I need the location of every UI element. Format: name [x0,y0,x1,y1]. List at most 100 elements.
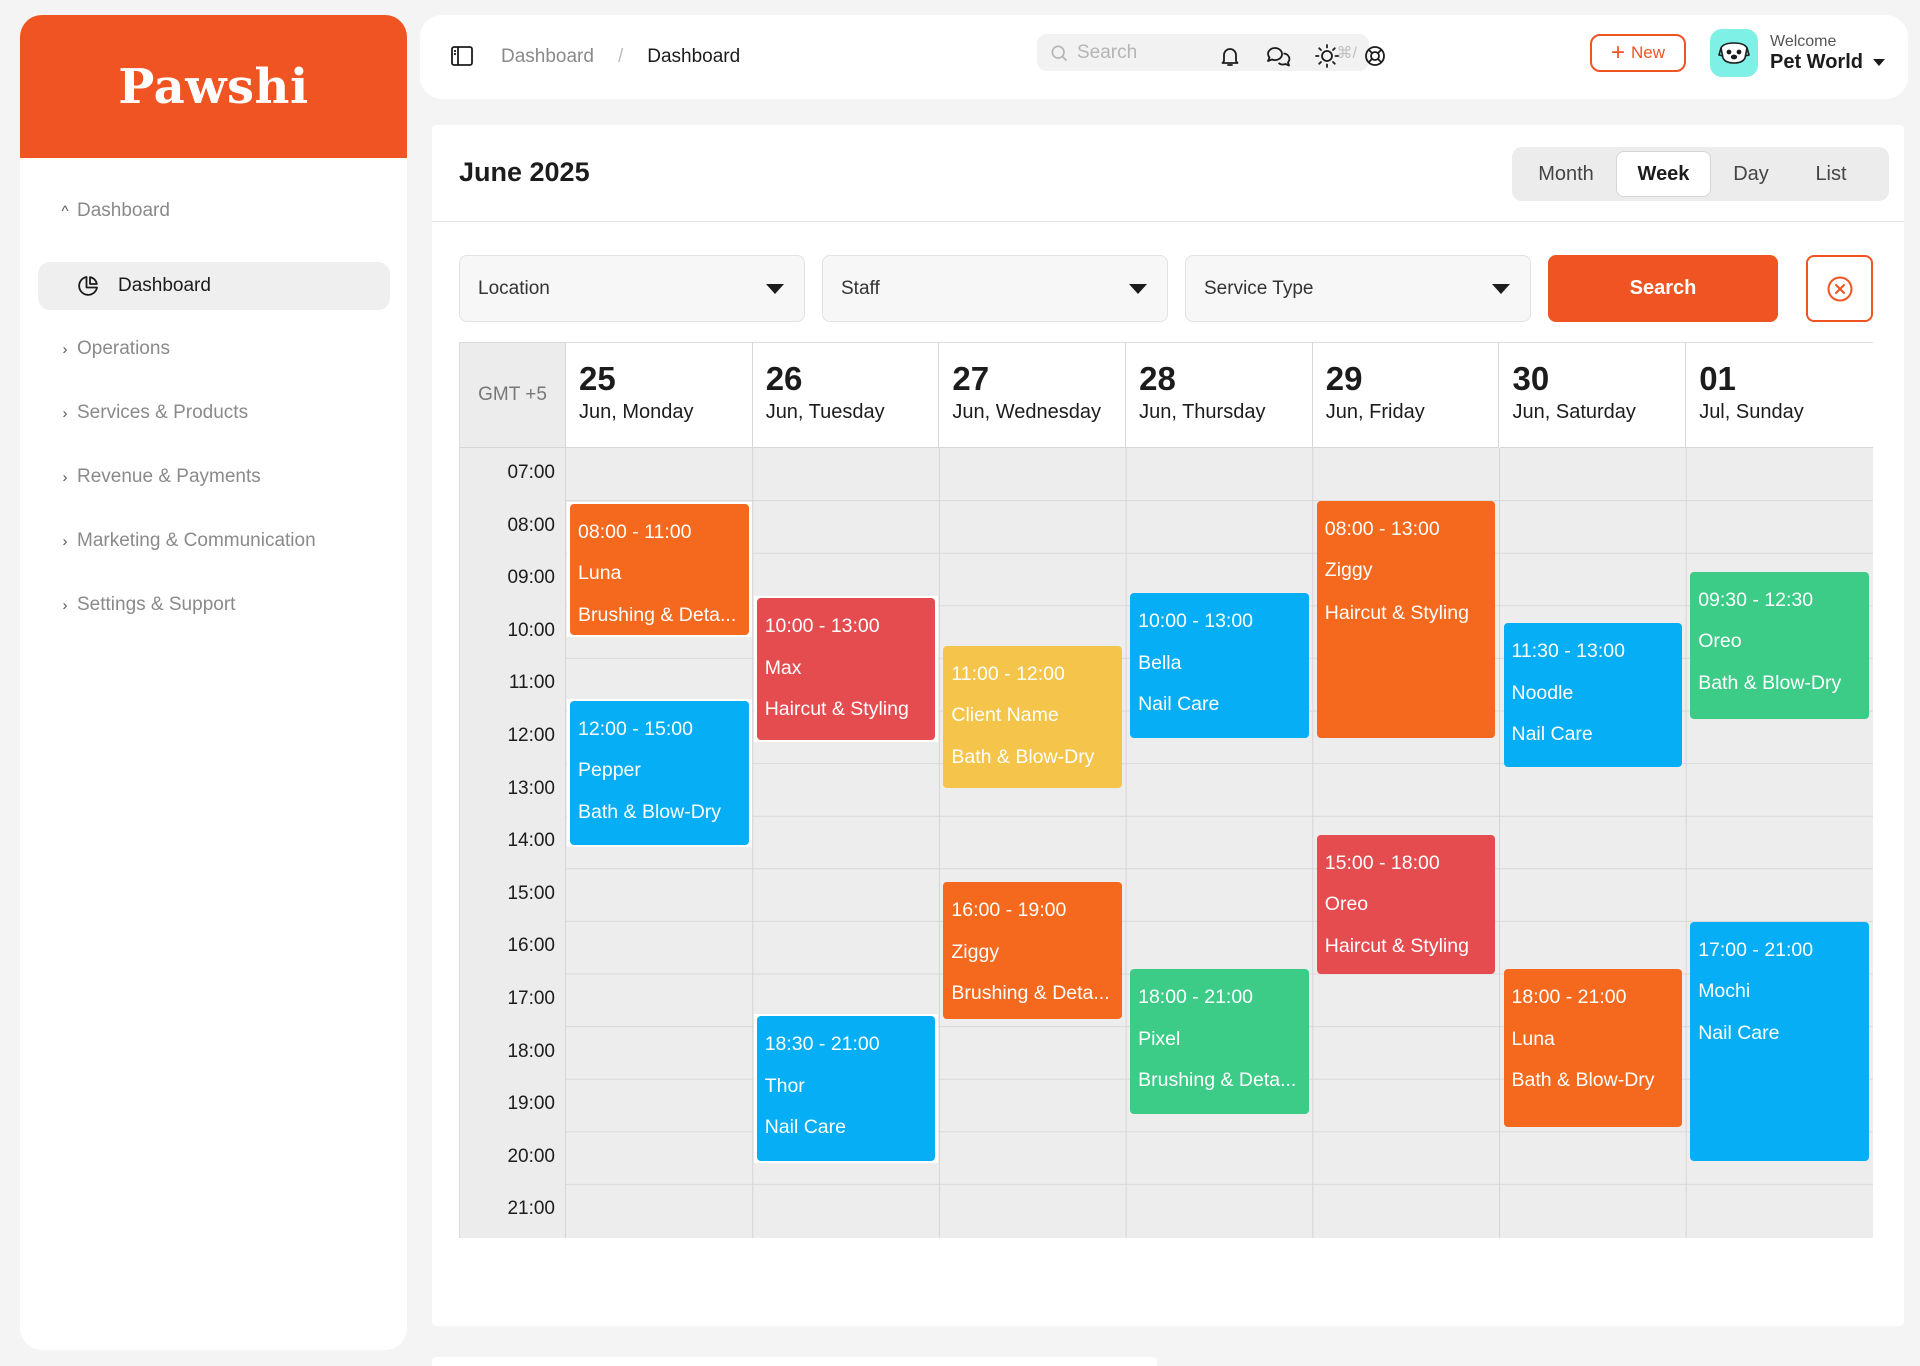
appointment-pet: Client Name [951,704,1059,727]
dog-avatar-icon [1718,42,1750,64]
appointment-time: 17:00 - 21:00 [1698,938,1814,961]
appointment-time: 09:30 - 12:30 [1698,588,1814,611]
day-number: 26 [765,360,803,397]
help-button[interactable] [1360,41,1390,71]
view-list-tab[interactable]: List [1815,162,1847,185]
appointment-pet: Pepper [578,759,641,782]
caret-down-icon [766,283,784,294]
appointment-pet: Luna [578,562,622,585]
appointment-pet: Ziggy [951,940,1000,963]
appointment-card[interactable]: 08:00 - 13:00 Ziggy Haircut & Styling [1316,500,1496,738]
global-search[interactable]: ⌘/ [1037,34,1369,71]
appointment-time: 11:30 - 13:00 [1511,640,1625,662]
appointment-card[interactable]: 17:00 - 21:00 Mochi Nail Care [1690,921,1869,1162]
clear-filters-button[interactable] [1806,255,1873,322]
sidebar-group-settings-support[interactable]: › Settings & Support [20,582,407,628]
appointment-card[interactable]: 09:30 - 12:30 Oreo Bath & Blow-Dry [1690,571,1869,720]
view-day-tab[interactable]: Day [1733,162,1769,185]
view-month-tab[interactable]: Month [1538,162,1594,185]
appointment-service: Haircut & Styling [764,698,909,721]
search-input[interactable] [1077,41,1329,64]
day-header[interactable]: 25 Jun, Monday [566,343,753,448]
logo-area[interactable]: Pawshi [20,15,407,158]
time-label: 15:00 [507,882,555,904]
lifebuoy-icon [1365,46,1385,66]
day-header[interactable]: 28 Jun, Thursday [1126,343,1313,448]
sun-icon [1315,44,1339,68]
appointment-card[interactable]: 08:00 - 11:00 Luna Brushing & Deta... [570,503,749,636]
breadcrumb-separator: / [617,46,624,67]
appointment-pet: Pixel [1138,1027,1181,1050]
time-column: 07:00 08:00 09:00 10:00 11:00 12:00 13:00 14:00… [460,448,566,1238]
appointment-card[interactable]: 16:00 - 19:00 Ziggy Brushing & Deta... [943,882,1123,1020]
day-label: Jun, Thursday [1139,401,1266,423]
appointment-card[interactable]: 18:30 - 21:00 Thor Nail Care [756,1016,936,1162]
chevron-right-icon: › [62,404,68,422]
sidebar-item-label: Dashboard [118,275,211,296]
appointment-card[interactable]: 10:00 - 13:00 Max Haircut & Styling [756,598,936,741]
staff-select[interactable]: Staff [822,255,1168,322]
logo: Pawshi [118,58,309,115]
breadcrumb-current: Dashboard [647,46,741,67]
day-number: 01 [1699,360,1736,397]
chat-icon [1267,47,1291,67]
sidebar-group-operations[interactable]: › Operations [20,326,407,372]
breadcrumb: Dashboard / Dashboard [501,15,740,99]
user-menu[interactable]: Welcome Pet World [1710,29,1885,77]
time-label: 10:00 [507,619,555,641]
appointment-card[interactable]: 10:00 - 13:00 Bella Nail Care [1130,593,1309,738]
avatar [1710,29,1758,77]
day-number: 30 [1512,360,1550,397]
day-header[interactable]: 01 Jul, Sunday [1686,343,1873,448]
location-select-label: Location [478,277,550,299]
appointment-time: 12:00 - 15:00 [578,717,693,740]
calendar-grid[interactable]: 08:00 - 11:00 Luna Brushing & Deta... 12:00… [566,448,1873,1238]
appointment-service: Bath & Blow-Dry [1511,1069,1655,1092]
day-header[interactable]: 30 Jun, Saturday [1499,343,1687,448]
calendar-panel: June 2025 Month Week Day List Location S… [432,125,1904,1326]
appointment-card[interactable]: 11:00 - 12:00 Client Name Bath & Blow-Dry [943,645,1123,788]
user-name: Pet World [1770,51,1885,74]
appointment-service: Nail Care [764,1116,846,1139]
sidebar-group-marketing-communication[interactable]: › Marketing & Communication [20,518,407,564]
search-button[interactable]: Search [1548,255,1778,322]
service-type-select[interactable]: Service Type [1185,255,1531,322]
page-title: June 2025 [459,157,590,187]
appointment-time: 10:00 - 13:00 [764,615,880,638]
sidebar-group-dashboard[interactable]: ^ Dashboard [20,188,407,234]
day-label: Jul, Sunday [1699,401,1804,423]
breadcrumb-item[interactable]: Dashboard [501,46,594,67]
location-select[interactable]: Location [459,255,805,322]
time-label: 19:00 [507,1093,555,1115]
new-button[interactable]: + New [1590,34,1686,72]
sidebar-group-services-products[interactable]: › Services & Products [20,390,407,436]
sidebar-toggle-button[interactable] [448,42,476,70]
time-label: 11:00 [508,672,555,694]
day-header[interactable]: 29 Jun, Friday [1312,343,1500,448]
user-name-label: Pet World [1770,50,1863,73]
view-week-tab[interactable]: Week [1616,151,1711,197]
search-icon [1051,45,1068,61]
appointment-card[interactable]: 15:00 - 18:00 Oreo Haircut & Styling [1316,834,1496,975]
notifications-button[interactable] [1215,41,1245,71]
time-label: 07:00 [507,462,555,483]
appointment-card[interactable]: 18:00 - 21:00 Pixel Brushing & Deta... [1130,969,1309,1114]
sidebar-group-label: Settings & Support [77,594,236,615]
day-label: Jun, Saturday [1512,401,1636,423]
day-label: Jun, Friday [1325,401,1425,423]
appointment-card[interactable]: 11:30 - 13:00 Noodle Nail Care [1503,623,1683,767]
theme-toggle-button[interactable] [1312,41,1342,71]
close-circle-icon [1827,276,1852,301]
caret-down-icon [1492,283,1510,294]
chevron-right-icon: › [62,596,68,614]
sidebar-group-label: Services & Products [77,402,249,423]
appointment-card[interactable]: 18:00 - 21:00 Luna Bath & Blow-Dry [1503,969,1683,1127]
sidebar-group-revenue-payments[interactable]: › Revenue & Payments [20,454,407,500]
day-header[interactable]: 27 Jun, Wednesday [939,343,1127,448]
appointment-card[interactable]: 12:00 - 15:00 Pepper Bath & Blow-Dry [570,700,749,846]
sidebar-item-dashboard[interactable]: Dashboard [38,262,390,310]
messages-button[interactable] [1263,41,1293,71]
search-shortcut: ⌘/ [1336,44,1357,62]
day-header[interactable]: 26 Jun, Tuesday [752,343,940,448]
sidebar-toggle-icon [451,46,473,66]
